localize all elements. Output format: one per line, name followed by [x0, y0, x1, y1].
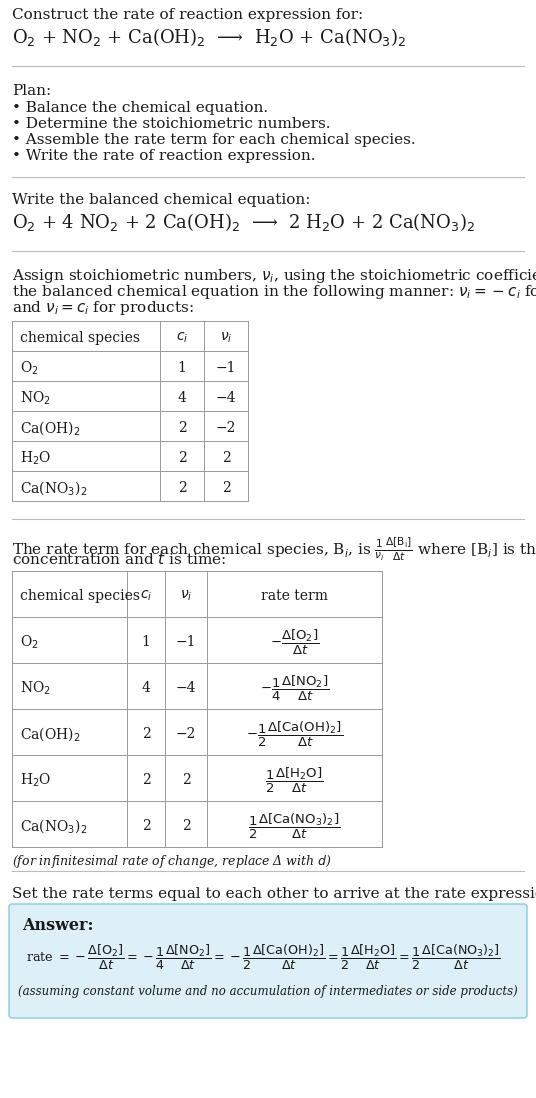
- Text: Ca(OH)$_2$: Ca(OH)$_2$: [20, 725, 80, 743]
- Text: the balanced chemical equation in the following manner: $\nu_i = -c_i$ for react: the balanced chemical equation in the fo…: [12, 283, 536, 301]
- Text: H$_2$O: H$_2$O: [20, 449, 51, 467]
- Text: Ca(OH)$_2$: Ca(OH)$_2$: [20, 419, 80, 437]
- Text: O$_2$ + NO$_2$ + Ca(OH)$_2$  ⟶  H$_2$O + Ca(NO$_3$)$_2$: O$_2$ + NO$_2$ + Ca(OH)$_2$ ⟶ H$_2$O + C…: [12, 26, 406, 48]
- Text: −2: −2: [216, 421, 236, 435]
- Text: chemical species: chemical species: [20, 589, 140, 603]
- Text: H$_2$O: H$_2$O: [20, 771, 51, 788]
- Text: rate $= -\dfrac{\Delta[\mathrm{O_2}]}{\Delta t} = -\dfrac{1}{4}\dfrac{\Delta[\ma: rate $= -\dfrac{\Delta[\mathrm{O_2}]}{\D…: [26, 943, 501, 972]
- Text: Answer:: Answer:: [22, 917, 93, 934]
- Text: 4: 4: [177, 391, 187, 405]
- Text: 2: 2: [177, 421, 187, 435]
- Text: The rate term for each chemical species, B$_i$, is $\frac{1}{\nu_i}\frac{\Delta[: The rate term for each chemical species,…: [12, 535, 536, 562]
- Text: Set the rate terms equal to each other to arrive at the rate expression:: Set the rate terms equal to each other t…: [12, 887, 536, 901]
- Text: O$_2$: O$_2$: [20, 359, 39, 377]
- Text: −1: −1: [176, 635, 196, 649]
- Text: O$_2$ + 4 NO$_2$ + 2 Ca(OH)$_2$  ⟶  2 H$_2$O + 2 Ca(NO$_3$)$_2$: O$_2$ + 4 NO$_2$ + 2 Ca(OH)$_2$ ⟶ 2 H$_2…: [12, 211, 475, 233]
- Text: −2: −2: [176, 727, 196, 741]
- Text: $-\dfrac{1}{4}\dfrac{\Delta[\mathrm{NO_2}]}{\Delta t}$: $-\dfrac{1}{4}\dfrac{\Delta[\mathrm{NO_2…: [260, 673, 329, 703]
- Text: Write the balanced chemical equation:: Write the balanced chemical equation:: [12, 193, 310, 208]
- Text: Ca(NO$_3$)$_2$: Ca(NO$_3$)$_2$: [20, 817, 87, 834]
- Text: Ca(NO$_3$)$_2$: Ca(NO$_3$)$_2$: [20, 479, 87, 497]
- Text: NO$_2$: NO$_2$: [20, 680, 51, 697]
- Text: Assign stoichiometric numbers, $\nu_i$, using the stoichiometric coefficients, $: Assign stoichiometric numbers, $\nu_i$, …: [12, 267, 536, 285]
- Text: 1: 1: [142, 635, 151, 649]
- Text: concentration and $t$ is time:: concentration and $t$ is time:: [12, 551, 226, 567]
- Text: 2: 2: [142, 819, 151, 833]
- Text: chemical species: chemical species: [20, 330, 140, 345]
- Text: (assuming constant volume and no accumulation of intermediates or side products): (assuming constant volume and no accumul…: [18, 985, 518, 998]
- Text: $c_i$: $c_i$: [176, 330, 188, 345]
- Text: • Write the rate of reaction expression.: • Write the rate of reaction expression.: [12, 149, 316, 163]
- Text: $\dfrac{1}{2}\dfrac{\Delta[\mathrm{Ca(NO_3)_2}]}{\Delta t}$: $\dfrac{1}{2}\dfrac{\Delta[\mathrm{Ca(NO…: [248, 811, 341, 841]
- Text: Plan:: Plan:: [12, 85, 51, 98]
- Text: (for infinitesimal rate of change, replace Δ with $d$): (for infinitesimal rate of change, repla…: [12, 853, 332, 870]
- Text: $-\dfrac{\Delta[\mathrm{O_2}]}{\Delta t}$: $-\dfrac{\Delta[\mathrm{O_2}]}{\Delta t}…: [270, 627, 319, 657]
- Text: $-\dfrac{1}{2}\dfrac{\Delta[\mathrm{Ca(OH)_2}]}{\Delta t}$: $-\dfrac{1}{2}\dfrac{\Delta[\mathrm{Ca(O…: [246, 719, 343, 749]
- Text: and $\nu_i = c_i$ for products:: and $\nu_i = c_i$ for products:: [12, 299, 193, 317]
- Text: $\nu_i$: $\nu_i$: [180, 589, 192, 603]
- Text: 2: 2: [177, 481, 187, 495]
- Text: −4: −4: [176, 681, 196, 695]
- Text: 2: 2: [182, 819, 190, 833]
- Text: 1: 1: [177, 361, 187, 376]
- Text: 2: 2: [142, 773, 151, 787]
- Text: 2: 2: [221, 481, 230, 495]
- Text: 4: 4: [142, 681, 151, 695]
- Text: • Assemble the rate term for each chemical species.: • Assemble the rate term for each chemic…: [12, 133, 415, 147]
- Text: $c_i$: $c_i$: [140, 589, 152, 603]
- Text: Construct the rate of reaction expression for:: Construct the rate of reaction expressio…: [12, 8, 363, 22]
- Text: O$_2$: O$_2$: [20, 634, 39, 651]
- Text: NO$_2$: NO$_2$: [20, 390, 51, 406]
- Text: • Balance the chemical equation.: • Balance the chemical equation.: [12, 101, 268, 115]
- Text: $\dfrac{1}{2}\dfrac{\Delta[\mathrm{H_2O}]}{\Delta t}$: $\dfrac{1}{2}\dfrac{\Delta[\mathrm{H_2O}…: [265, 765, 324, 795]
- Text: 2: 2: [142, 727, 151, 741]
- Text: $\nu_i$: $\nu_i$: [220, 330, 232, 345]
- Text: rate term: rate term: [261, 589, 328, 603]
- Text: • Determine the stoichiometric numbers.: • Determine the stoichiometric numbers.: [12, 117, 331, 131]
- Text: −1: −1: [216, 361, 236, 376]
- Text: 2: 2: [182, 773, 190, 787]
- Text: 2: 2: [221, 451, 230, 464]
- Text: −4: −4: [216, 391, 236, 405]
- FancyBboxPatch shape: [9, 904, 527, 1018]
- Text: 2: 2: [177, 451, 187, 464]
